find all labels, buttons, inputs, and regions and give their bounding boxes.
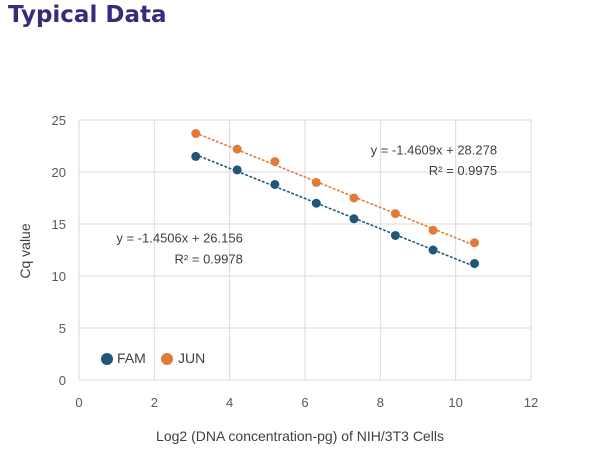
r-squared-label-fam: R² = 0.9978 bbox=[175, 252, 243, 267]
chart-points bbox=[191, 129, 479, 269]
data-point-fam bbox=[349, 214, 359, 224]
data-point-jun bbox=[191, 129, 201, 139]
data-point-fam bbox=[191, 151, 201, 161]
y-tick-label: 5 bbox=[59, 321, 66, 336]
data-point-jun bbox=[428, 225, 438, 235]
data-point-jun bbox=[311, 177, 321, 187]
x-tick-label: 12 bbox=[524, 395, 538, 410]
data-point-jun bbox=[390, 209, 400, 219]
legend-label-fam: FAM bbox=[117, 350, 146, 366]
data-point-jun bbox=[349, 193, 359, 203]
legend-marker-fam bbox=[101, 353, 113, 365]
equation-label-jun: y = -1.4609x + 28.278 bbox=[371, 142, 497, 157]
x-tick-label: 6 bbox=[301, 395, 308, 410]
y-tick-label: 15 bbox=[52, 217, 66, 232]
y-tick-label: 20 bbox=[52, 165, 66, 180]
data-point-fam bbox=[311, 198, 321, 208]
equation-label-fam: y = -1.4506x + 26.156 bbox=[116, 231, 242, 246]
data-point-fam bbox=[390, 230, 400, 240]
trendline-fam bbox=[194, 153, 476, 268]
y-tick-label: 10 bbox=[52, 269, 66, 284]
data-point-jun bbox=[470, 238, 479, 248]
x-tick-label: 2 bbox=[151, 395, 158, 410]
chart-annotations: y = -1.4506x + 26.156 R² = 0.9978 y = -1.4… bbox=[116, 142, 497, 266]
chart-trendlines bbox=[194, 132, 476, 268]
trendline-jun bbox=[194, 132, 476, 247]
y-axis-label: Cq value bbox=[17, 223, 33, 278]
chart-grid bbox=[78, 119, 532, 381]
legend-marker-jun bbox=[161, 353, 173, 365]
x-axis-label: Log2 (DNA concentration-pg) of NIH/3T3 C… bbox=[156, 428, 444, 444]
chart-legend: FAM JUN bbox=[101, 350, 205, 366]
x-tick-label: 0 bbox=[75, 395, 82, 410]
data-point-fam bbox=[232, 165, 242, 175]
y-tick-label: 25 bbox=[52, 113, 66, 128]
x-tick-label: 4 bbox=[226, 395, 233, 410]
data-point-fam bbox=[470, 259, 479, 269]
page-title: Typical Data bbox=[8, 2, 167, 28]
r-squared-label-jun: R² = 0.9975 bbox=[429, 163, 497, 178]
x-tick-label: 8 bbox=[377, 395, 384, 410]
data-point-fam bbox=[428, 245, 438, 255]
x-tick-label: 10 bbox=[448, 395, 462, 410]
y-tick-label: 0 bbox=[59, 373, 66, 388]
chart-ticks: 0 5 10 15 20 25 0 2 4 6 8 10 12 bbox=[52, 113, 539, 410]
data-point-jun bbox=[270, 157, 280, 167]
legend-label-jun: JUN bbox=[178, 350, 205, 366]
data-point-jun bbox=[232, 144, 242, 154]
data-point-fam bbox=[270, 179, 280, 189]
